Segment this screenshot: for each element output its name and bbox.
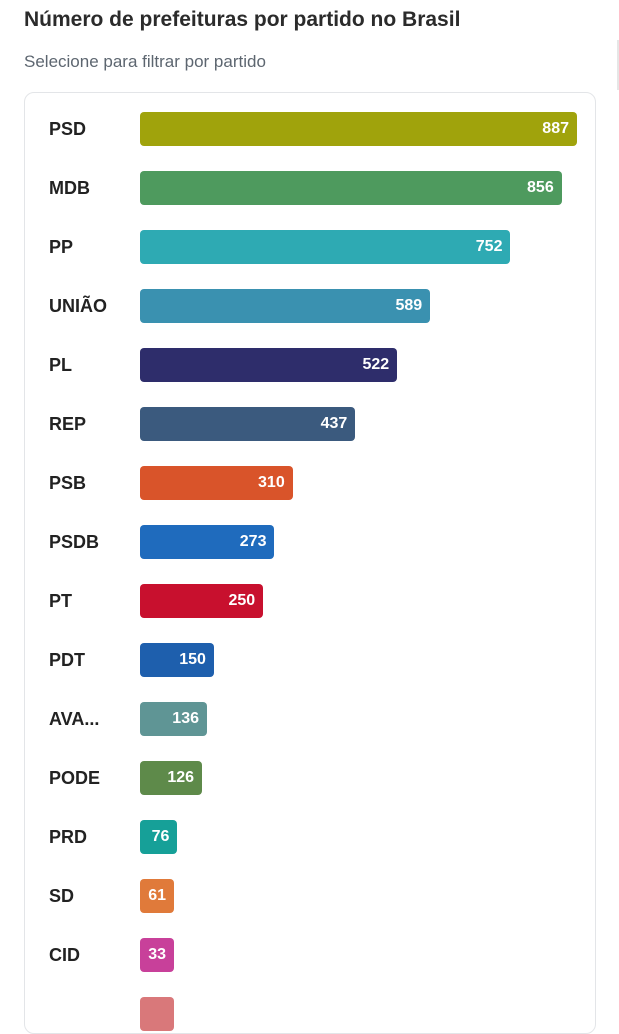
bar[interactable]: 856 [140, 171, 562, 205]
party-label: PSDB [49, 532, 100, 552]
party-label: AVA... [49, 709, 100, 729]
bar-row[interactable]: PSDB 273 [25, 525, 595, 559]
bar-value-label: 33 [148, 946, 166, 963]
bar[interactable] [140, 997, 174, 1031]
bar-value-label: 61 [148, 887, 166, 904]
bar-value-label: 250 [228, 592, 256, 609]
bar[interactable]: 887 [140, 112, 577, 146]
bar-value-label: 437 [320, 415, 348, 432]
bar[interactable]: 273 [140, 525, 275, 559]
party-label: PRD [49, 827, 88, 847]
bar[interactable]: 437 [140, 407, 356, 441]
party-label: UNIÃO [49, 296, 107, 316]
chart-card: PSD 887 MDB 856 PP 752 UNIÃO 589 PL 522 REP 437 PSB 3… [24, 92, 596, 1034]
bar[interactable]: 310 [140, 466, 293, 500]
bar-value-label: 752 [475, 238, 503, 255]
bar[interactable]: 76 [140, 820, 178, 854]
party-label: PODE [49, 768, 101, 788]
party-label: PT [49, 591, 73, 611]
bar-row[interactable]: PRD 76 [25, 820, 595, 854]
scrollbar-edge [617, 40, 619, 90]
party-label: CID [49, 945, 80, 965]
bar-row[interactable]: UNIÃO 589 [25, 289, 595, 323]
bar-row[interactable]: PT 250 [25, 584, 595, 618]
party-label: PL [49, 355, 73, 375]
bar[interactable]: 136 [140, 702, 207, 736]
bar-row[interactable]: PSB 310 [25, 466, 595, 500]
bar-row[interactable]: PP 752 [25, 230, 595, 264]
bar-row[interactable]: PODE 126 [25, 761, 595, 795]
bar-value-label: 856 [527, 179, 554, 196]
bar-value-label: 310 [258, 474, 285, 491]
bar[interactable]: 522 [140, 348, 398, 382]
party-label: PSB [49, 473, 87, 493]
bar-value-label: 887 [542, 120, 569, 137]
party-label: MDB [49, 178, 90, 198]
party-label: REP [49, 414, 87, 434]
bar-value-label: 522 [362, 356, 390, 373]
party-label: PSD [49, 119, 87, 139]
bar-row[interactable]: REP 437 [25, 407, 595, 441]
party-label: PP [49, 237, 74, 257]
bar[interactable]: 250 [140, 584, 264, 618]
bar-row[interactable]: SD 61 [25, 879, 595, 913]
bar-row[interactable]: AVA... 136 [25, 702, 595, 736]
bar-value-label: 589 [395, 297, 423, 314]
bar-value-label: 76 [151, 828, 170, 845]
bar[interactable]: 150 [140, 643, 214, 677]
bar[interactable]: 33 [140, 938, 174, 972]
page-title: Número de prefeituras por partido no Bra… [24, 8, 461, 31]
bar[interactable]: 61 [140, 879, 174, 913]
bar[interactable]: 589 [140, 289, 431, 323]
bar-value-label: 273 [239, 533, 267, 550]
party-label: PDT [49, 650, 85, 670]
bar-row[interactable]: PSD 887 [25, 112, 595, 146]
bar-value-label: 136 [172, 710, 199, 727]
page-subtitle: Selecione para filtrar por partido [24, 52, 266, 71]
bar-row[interactable]: PDT 150 [25, 643, 595, 677]
bar[interactable]: 752 [140, 230, 511, 264]
bar-value-label: 126 [167, 769, 195, 786]
bar-value-label: 150 [179, 651, 206, 668]
bar-row[interactable] [25, 997, 595, 1031]
party-label: SD [49, 886, 75, 906]
bar-row[interactable]: MDB 856 [25, 171, 595, 205]
bar-row[interactable]: PL 522 [25, 348, 595, 382]
bar-row[interactable]: CID 33 [25, 938, 595, 972]
bar[interactable]: 126 [140, 761, 203, 795]
